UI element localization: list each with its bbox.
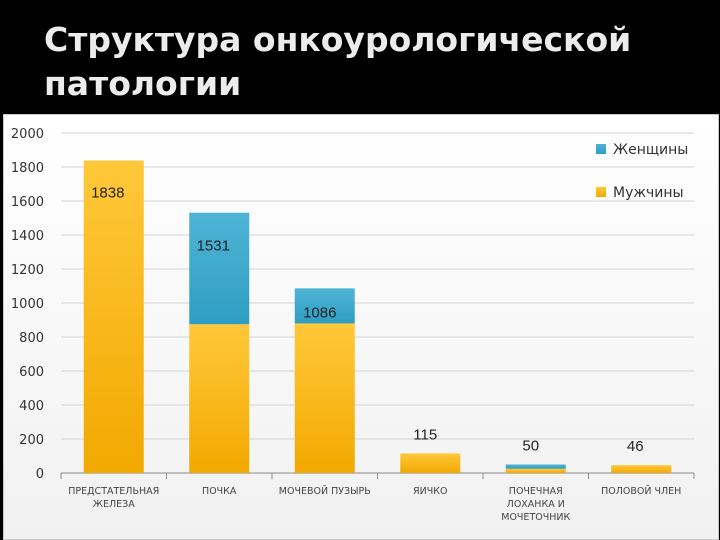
bar-men [400,453,461,473]
category-label: ПОЧКА [202,486,237,497]
category-label: ПРЕДСТАТЕЛЬНАЯ [68,486,159,497]
slide-title-line-1: Структура онкоурологической [44,20,632,59]
bar-women [505,464,566,469]
y-tick-label: 2000 [11,127,44,142]
legend-swatch [596,187,606,197]
category-label: ПОЛОВОЙ ЧЛЕН [601,485,681,497]
data-label: 1838 [91,185,124,202]
bar-men [611,465,672,473]
data-label: 46 [627,438,644,455]
y-tick-label: 1600 [11,195,44,210]
category-label: ЖЕЛЕЗА [93,499,135,510]
y-tick-label: 200 [19,433,44,448]
category-label: МОЧЕВОЙ ПУЗЫРЬ [279,485,371,497]
y-tick-label: 800 [19,331,44,346]
bar-men [294,323,355,473]
y-tick-label: 600 [19,365,44,380]
category-label: ЛОХАНКА И [507,499,565,510]
bar-men [505,468,566,473]
y-tick-label: 0 [36,467,44,482]
bar-men [83,160,144,473]
y-tick-label: 1200 [11,263,44,278]
category-label: ЯИЧКО [413,486,447,497]
legend-label: Мужчины [613,185,684,201]
data-label: 50 [522,438,539,455]
y-tick-label: 400 [19,399,44,414]
legend-label: Женщины [613,142,688,158]
y-tick-label: 1000 [11,297,44,312]
slide-title: Структура онкоурологической патологии [44,18,704,106]
bar-women [294,288,355,324]
slide-title-line-2: патологии [44,64,242,103]
y-tick-label: 1400 [11,229,44,244]
bar-men [189,324,250,473]
legend-swatch [596,144,606,154]
chart-panel: 0 200 400 600 800 1000 1200 1400 1600 1800 2000 183… [3,114,719,540]
category-label: МОЧЕТОЧНИК [501,512,570,523]
stacked-bar-chart: 0 200 400 600 800 1000 1200 1400 1600 1800 2000 183… [11,127,695,523]
y-tick-label: 1800 [11,161,44,176]
bar-women [189,212,250,325]
data-label: 115 [413,426,437,443]
data-label: 1086 [303,304,336,321]
data-label: 1531 [197,238,230,255]
category-label: ПОЧЕЧНАЯ [509,486,563,497]
